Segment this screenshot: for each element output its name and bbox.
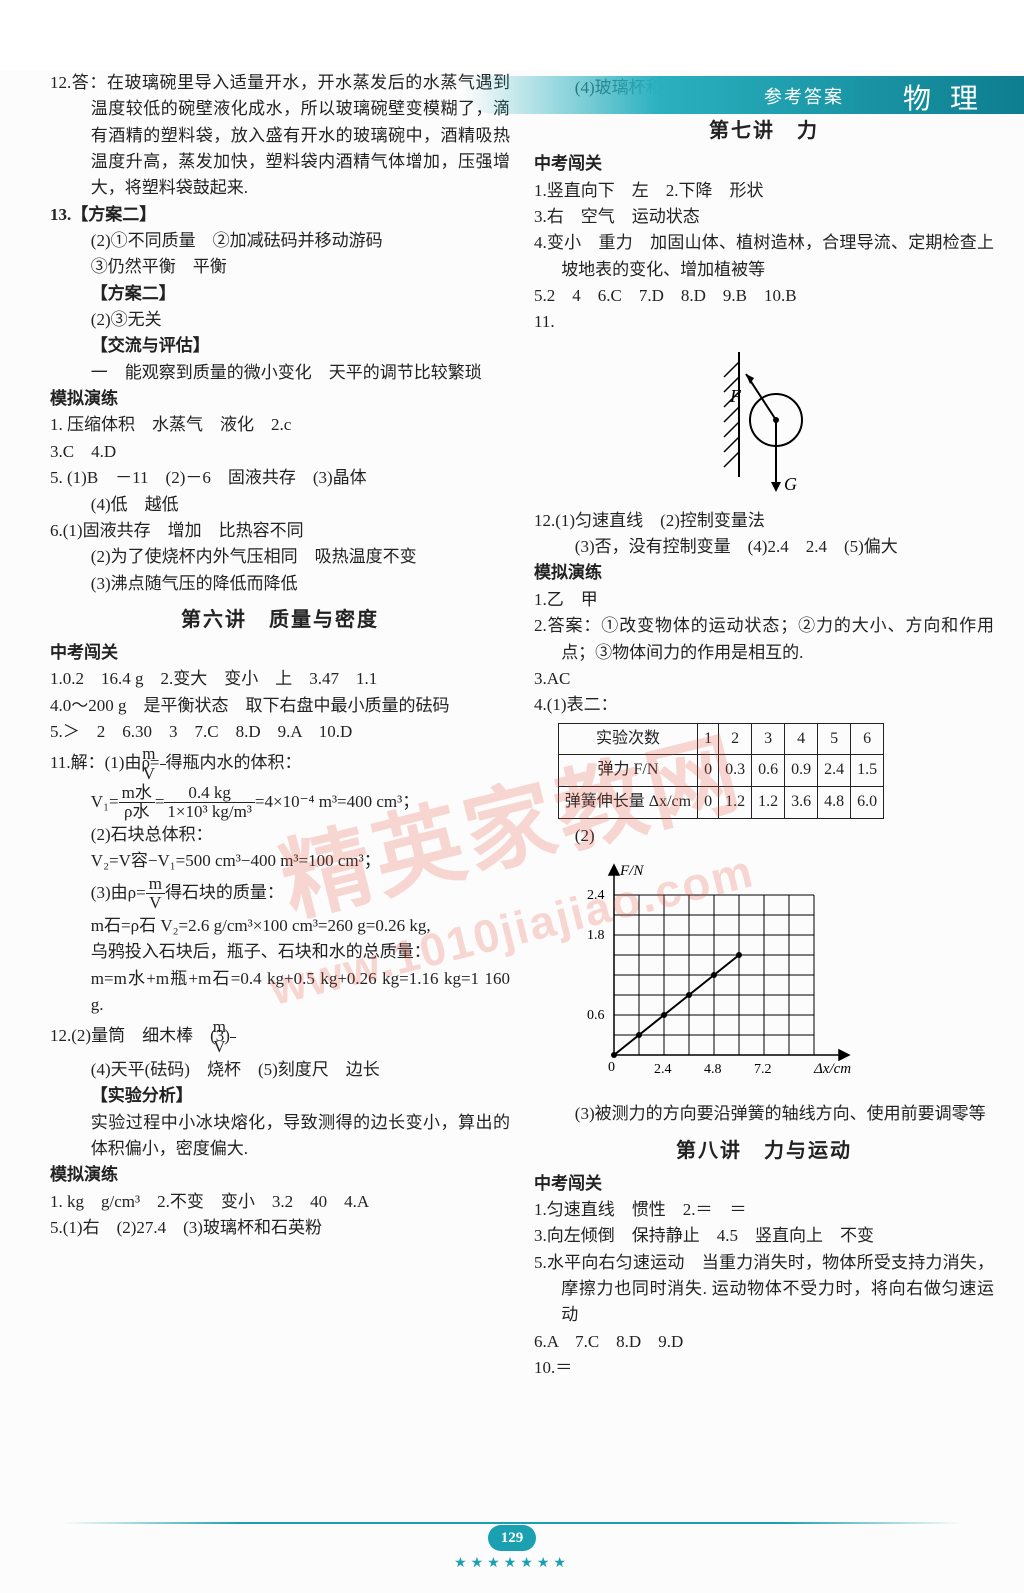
frac-v1b: 0.4 kg1×10³ kg/m³ — [164, 784, 254, 822]
section6-title: 第六讲 质量与密度 — [50, 605, 510, 636]
table-row: 弹力 F/N 0 0.3 0.6 0.9 2.4 1.5 — [558, 755, 883, 787]
q13c-body: 一 能观察到质量的微小变化 天平的调节比较繁琐 — [50, 360, 510, 386]
moni2-label: 模拟演练 — [50, 1162, 510, 1188]
section8-title: 第八讲 力与运动 — [534, 1136, 994, 1167]
zk6-v2: V₂=V容−V₁=500 cm³−400 m³=100 cm³； — [50, 848, 510, 874]
zk8-1: 1.匀速直线 惯性 2.＝ ＝ — [534, 1197, 994, 1223]
q13b-head: 【方案二】 — [50, 281, 510, 307]
zk6-v1: V₁=m水ρ水=0.4 kg1×10³ kg/m³=4×10⁻⁴ m³=400 … — [50, 784, 510, 822]
zk7-11: 11. — [534, 309, 994, 335]
zk6-12-2: 12.(2)量筒 细木棒 (3)mV — [50, 1018, 510, 1056]
frac-mv3-icon: mV — [230, 1018, 236, 1056]
moni3-post: (3)被测力的方向要沿弹簧的轴线方向、使用前要调零等 — [534, 1101, 994, 1127]
moni1-4c: (3)沸点随气压的降低而降低 — [50, 571, 510, 597]
spring-data-table: 实验次数 1 2 3 4 5 6 弹力 F/N 0 0.3 0.6 0.9 2.… — [558, 723, 884, 819]
moni1-4: 6.(1)固液共存 增加 比热容不同 — [50, 518, 510, 544]
zk6-12-4: (4)天平(砝码) 烧杯 (5)刻度尺 边长 — [50, 1057, 510, 1083]
zk8-6: 6.A 7.C 8.D 9.D — [534, 1329, 994, 1355]
moni1-1: 1. 压缩体积 水蒸气 液化 2.c — [50, 412, 510, 438]
zk7-12: 12.(1)匀速直线 (2)控制变量法 — [534, 508, 994, 534]
table-row: 弹簧伸长量 Δx/cm 0 1.2 1.2 3.6 4.8 6.0 — [558, 787, 883, 819]
th: 2 — [719, 723, 752, 755]
page: 参考答案 物 理 精英家教网 www.1010jiajiao.com 12.答：… — [0, 70, 1024, 1593]
svg-text:0: 0 — [608, 1060, 615, 1075]
svg-text:0.6: 0.6 — [587, 1008, 605, 1023]
q13b-2: (2)③无关 — [50, 307, 510, 333]
moni1-2: 3.C 4.D — [50, 439, 510, 465]
frac-v1a: m水ρ水 — [119, 784, 155, 822]
th: 实验次数 — [558, 723, 697, 755]
page-number: 129 — [488, 1525, 536, 1551]
th: 4 — [785, 723, 818, 755]
zk6-11-head: 11.解：(1)由ρ=mV得瓶内水的体积： — [50, 745, 510, 783]
svg-text:2.4: 2.4 — [654, 1062, 672, 1077]
zk7-4: 4.变小 重力 加固山体、植树造林，合理导流、定期检查上坡地表的变化、增加植被等 — [534, 230, 994, 283]
label-G: G — [784, 474, 797, 494]
q13c-head: 【交流与评估】 — [50, 333, 510, 359]
moni1-3: 5. (1)B －11 (2)－6 固液共存 (3)晶体 — [50, 465, 510, 491]
svg-text:7.2: 7.2 — [754, 1062, 772, 1077]
th: 1 — [698, 723, 719, 755]
table-row: 实验次数 1 2 3 4 5 6 — [558, 723, 883, 755]
moni2-2: 5.(1)右 (2)27.4 (3)玻璃杯和石英粉 — [50, 1215, 510, 1241]
spring-graph: F/N Δx/cm 2.4 1.8 0.6 2.4 4.8 7.2 0 — [574, 855, 874, 1095]
zk6-exp-body: 实验过程中小冰块熔化，导致测得的边长变小，算出的体积偏小，密度偏大. — [50, 1110, 510, 1163]
moni3-2: 2.答案：①改变物体的运动状态；②力的大小、方向和作用点；③物体间力的作用是相互… — [534, 613, 994, 666]
zk8-label: 中考闯关 — [534, 1171, 994, 1197]
force-diagram-icon: F G — [684, 342, 844, 502]
moni3-4-2: (2) — [534, 823, 994, 849]
q13-scheme-head: 13.【方案二】 — [50, 202, 510, 228]
th: 6 — [851, 723, 884, 755]
zk7-5: 5.2 4 6.C 7.D 8.D 9.B 10.B — [534, 283, 994, 309]
header-ref: 参考答案 — [764, 84, 844, 112]
zk6-2: 4.0～200 g 是平衡状态 取下右盘中最小质量的砝码 — [50, 693, 510, 719]
zk6-11-head-b: 得瓶内水的体积： — [166, 753, 302, 772]
q12-answer: 12.答：在玻璃碗里导入适量开水，开水蒸发后的水蒸气遇到温度较低的碗壁液化成水，… — [50, 70, 510, 202]
zk8-10: 10.＝ — [534, 1355, 994, 1381]
two-column-layout: 12.答：在玻璃碗里导入适量开水，开水蒸发后的水蒸气遇到温度较低的碗壁液化成水，… — [50, 70, 994, 1381]
th: 3 — [752, 723, 785, 755]
graph-xlabel: Δx/cm — [813, 1061, 851, 1077]
moni1-4b: (2)为了使烧杯内外气压相同 吸热温度不变 — [50, 544, 510, 570]
zk6-11-3: (3)由ρ=mV得石块的质量： — [50, 875, 510, 913]
moni2-1: 1. kg g/cm³ 2.不变 变小 3.2 40 4.A — [50, 1189, 510, 1215]
svg-text:1.8: 1.8 — [587, 928, 605, 943]
frac-mv2-icon: mV — [146, 875, 165, 913]
zk8-5: 5.水平向右匀速运动 当重力消失时，物体所受支持力消失，摩擦力也同时消失. 运动… — [534, 1250, 994, 1329]
moni3-label: 模拟演练 — [534, 560, 994, 586]
zk6-exp-head: 【实验分析】 — [50, 1083, 510, 1109]
zk7-1: 1.竖直向下 左 2.下降 形状 — [534, 178, 994, 204]
right-column: (4)玻璃杯和水 (5)m₁−m₀m₂−m₀ρ水 (6)小 第七讲 力 中考闯关… — [534, 70, 994, 1381]
moni1-label: 模拟演练 — [50, 386, 510, 412]
header-bar: 参考答案 物 理 — [464, 76, 1024, 114]
svg-text:2.4: 2.4 — [587, 888, 605, 903]
moni3-3: 3.AC — [534, 666, 994, 692]
footer-stars-icon: ★★★★★★★ — [62, 1553, 962, 1575]
zk6-3: 5.＞ 2 6.30 3 7.C 8.D 9.A 10.D — [50, 719, 510, 745]
moni3-4: 4.(1)表二： — [534, 692, 994, 718]
zk7-12b: (3)否，没有控制变量 (4)2.4 2.4 (5)偏大 — [534, 534, 994, 560]
th: 5 — [818, 723, 851, 755]
zk6-1: 1.0.2 16.4 g 2.变大 变小 上 3.47 1.1 — [50, 666, 510, 692]
page-footer: 129 ★★★★★★★ — [62, 1518, 962, 1575]
zk7-3: 3.右 空气 运动状态 — [534, 204, 994, 230]
moni3-1: 1.乙 甲 — [534, 587, 994, 613]
zk6-11-2: (2)石块总体积： — [50, 822, 510, 848]
zk6-crow: 乌鸦投入石块后，瓶子、石块和水的总质量： — [50, 939, 510, 965]
zk8-3: 3.向左倾倒 保持静止 4.5 竖直向上 不变 — [534, 1223, 994, 1249]
svg-text:4.8: 4.8 — [704, 1062, 722, 1077]
q13-2: (2)①不同质量 ②加减砝码并移动游码 — [50, 228, 510, 254]
left-column: 12.答：在玻璃碗里导入适量开水，开水蒸发后的水蒸气遇到温度较低的碗壁液化成水，… — [50, 70, 510, 1381]
q13-3: ③仍然平衡 平衡 — [50, 254, 510, 280]
label-F: F — [729, 386, 742, 406]
zk6-label: 中考闯关 — [50, 640, 510, 666]
graph-ylabel: F/N — [619, 863, 644, 879]
zk6-sum: m=m水+m瓶+m石=0.4 kg+0.5 kg+0.26 kg=1.16 kg… — [50, 966, 510, 1019]
zk7-label: 中考闯关 — [534, 151, 994, 177]
moni1-3b: (4)低 越低 — [50, 492, 510, 518]
zk6-m: m石=ρ石 V₂=2.6 g/cm³×100 cm³=260 g=0.26 kg… — [50, 913, 510, 939]
header-subject: 物 理 — [903, 78, 984, 121]
